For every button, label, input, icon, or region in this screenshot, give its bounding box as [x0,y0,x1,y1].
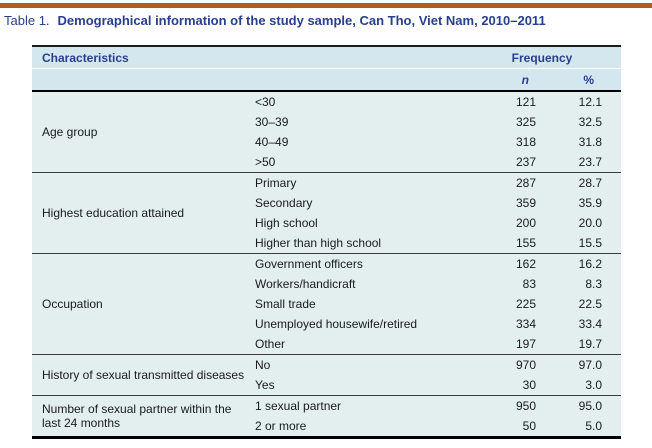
category-cell: Secondary [255,196,313,210]
percent-value-cell: 16.2 [578,257,602,271]
percent-value-cell: 20.0 [578,216,602,230]
n-value-cell: 359 [515,196,536,210]
table-title: Demographical information of the study s… [57,13,546,28]
n-value-cell: 225 [515,297,536,311]
table-row: 2 or more 50 5.0 [32,416,621,438]
n-value-cell: 237 [515,155,536,169]
percent-value-cell: 95.0 [578,399,602,413]
n-value-cell: 197 [515,337,536,351]
table-row: Secondary 359 35.9 [32,193,621,213]
n-value-cell: 162 [515,257,536,271]
category-cell: High school [255,216,318,230]
table-row: Unemployed housewife/retired 334 33.4 [32,314,621,334]
category-cell: Small trade [255,297,316,311]
category-cell: 2 or more [255,419,307,433]
table-number-label: Table 1. [4,13,50,28]
n-value-cell: 287 [515,176,536,190]
header-row-2: n % [32,69,621,92]
table-row: Highest education attained Primary 287 28.7 [32,173,621,220]
category-cell: Other [255,337,286,351]
table-row: Number of sexual partner within the last… [32,396,621,430]
table-row: Age group <30 121 12.1 [32,91,621,139]
category-cell: Higher than high school [255,236,382,250]
characteristic-label: Highest education attained [42,206,185,220]
percent-value-cell: 28.7 [578,176,602,190]
percent-value-cell: 33.4 [578,317,602,331]
n-value-cell: 950 [515,399,536,413]
n-value-cell: 334 [515,317,536,331]
characteristic-label: Age group [42,125,98,139]
characteristic-label: Number of sexual partner within the last… [42,402,232,430]
percent-value-cell: 23.7 [578,155,602,169]
table-row: Small trade 225 22.5 [32,294,621,314]
table-row: Higher than high school 155 15.5 [32,233,621,254]
section-highest-education: Highest education attained Primary 287 28.7… [32,172,621,254]
demographics-table: Characteristics Frequency n % Age group <… [32,45,621,439]
table-row: Occupation Government officers 162 16.2 [32,254,621,311]
table-row: High school 200 20.0 [32,213,621,233]
table-row: History of sexual transmitted diseases No… [32,355,621,382]
table-row: >50 237 23.7 [32,152,621,173]
table-caption: Table 1. Demographical information of the… [4,13,648,28]
category-cell: >50 [255,155,276,169]
category-cell: <30 [255,95,276,109]
category-cell: 30–39 [255,115,289,129]
category-cell: Primary [255,176,297,190]
n-value-cell: 325 [515,115,536,129]
n-value-cell: 121 [515,95,536,109]
category-cell: Workers/handicraft [255,277,356,291]
characteristic-label: History of sexual transmitted diseases [42,368,245,382]
percent-value-cell: 35.9 [578,196,602,210]
table-row: Yes 30 3.0 [32,375,621,396]
n-value-cell: 30 [522,378,536,392]
table-row: 30–39 325 32.5 [32,112,621,132]
n-value-cell: 970 [515,358,536,372]
col-header-percent: % [583,72,594,87]
table-header: Characteristics Frequency n % [32,46,621,91]
percent-value-cell: 19.7 [578,337,602,351]
percent-value-cell: 22.5 [578,297,602,311]
n-value-cell: 200 [515,216,536,230]
percent-value-cell: 32.5 [578,115,602,129]
category-cell: 40–49 [255,135,289,149]
category-cell: No [255,358,271,372]
accent-top-rule [0,3,652,8]
characteristic-label: Occupation [42,297,103,311]
section-std-history: History of sexual transmitted diseases No… [32,354,621,396]
col-header-frequency: Frequency [455,46,621,69]
n-value-cell: 318 [515,135,536,149]
section-age-group: Age group <30 121 12.1 30–39 325 32.5 40–49 318 3… [32,91,621,173]
n-value-cell: 50 [522,419,536,433]
table-row: Other 197 19.7 [32,334,621,355]
category-cell: Yes [255,378,275,392]
col-header-characteristics: Characteristics [32,46,455,69]
percent-value-cell: 12.1 [578,95,602,109]
percent-value-cell: 8.3 [585,277,602,291]
category-cell: 1 sexual partner [255,399,342,413]
category-cell: Government officers [255,257,363,271]
table-row: 40–49 318 31.8 [32,132,621,152]
n-value-cell: 83 [522,277,536,291]
percent-value-cell: 3.0 [585,378,602,392]
category-cell: Unemployed housewife/retired [255,317,418,331]
n-value-cell: 155 [515,236,536,250]
section-occupation: Occupation Government officers 162 16.2 Work… [32,253,621,355]
percent-value-cell: 97.0 [578,358,602,372]
percent-value-cell: 31.8 [578,135,602,149]
header-row-1: Characteristics Frequency [32,46,621,69]
table-row: Workers/handicraft 83 8.3 [32,274,621,294]
percent-value-cell: 5.0 [585,419,602,433]
header-spacer [32,69,455,92]
col-header-n: n [521,72,529,87]
section-sexual-partners: Number of sexual partner within the last… [32,395,621,438]
percent-value-cell: 15.5 [578,236,602,250]
